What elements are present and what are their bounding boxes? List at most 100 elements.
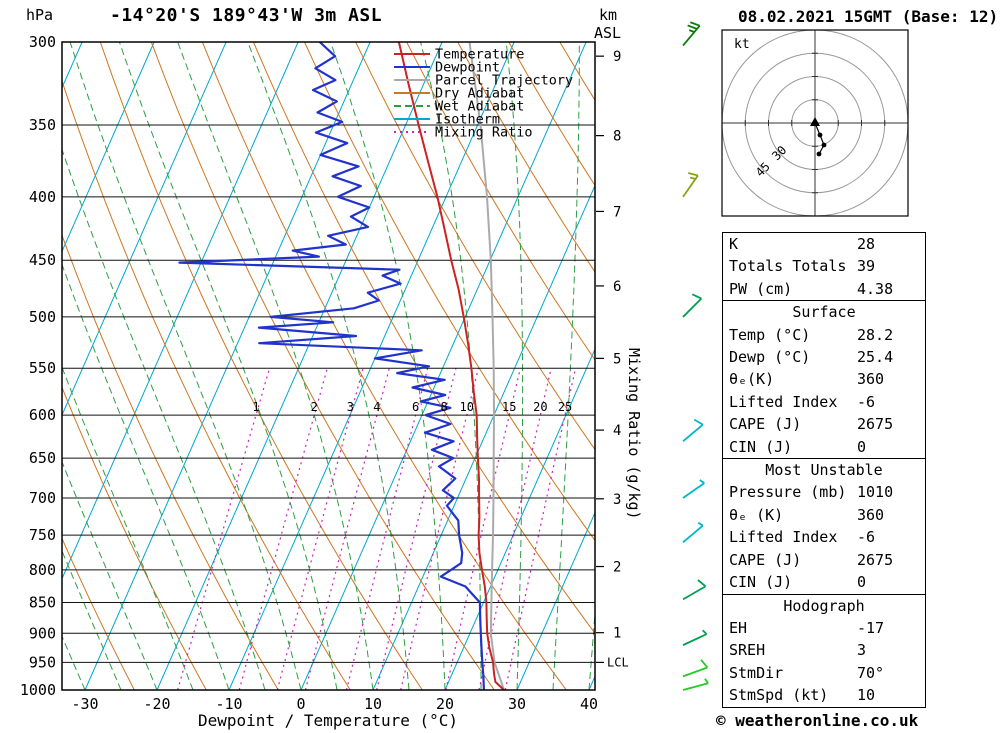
row-value: 70° — [857, 663, 885, 682]
row-value: 360 — [857, 370, 885, 389]
asl-axis-label: ASL — [594, 24, 622, 42]
panel-section-header: Most Unstable — [765, 461, 883, 480]
svg-text:4: 4 — [373, 400, 380, 414]
svg-text:7: 7 — [613, 204, 621, 220]
isotherm-lines — [62, 42, 595, 690]
table-row: StmDir 70° — [723, 662, 925, 684]
svg-text:15: 15 — [502, 400, 516, 414]
svg-text:Dry Adiabat: Dry Adiabat — [435, 86, 524, 102]
svg-text:3: 3 — [347, 400, 354, 414]
svg-text:6: 6 — [412, 400, 419, 414]
pressure-tick-labels: 300 350 400 450 500 550 600 650 700 750 800 850 900 9… — [20, 33, 56, 699]
svg-text:700: 700 — [29, 489, 56, 507]
svg-text:0: 0 — [296, 695, 305, 713]
svg-text:1000: 1000 — [20, 681, 56, 699]
hodograph-unit-label: kt — [734, 37, 750, 52]
svg-text:8: 8 — [613, 129, 621, 145]
row-label: CAPE (J) — [729, 550, 802, 569]
svg-text:-10: -10 — [215, 695, 242, 713]
row-label: EH — [729, 618, 748, 637]
row-label: CIN (J) — [729, 573, 793, 592]
hodograph-trace — [814, 122, 825, 155]
svg-text:800: 800 — [29, 561, 56, 579]
table-row: CAPE (J) 2675 — [723, 413, 925, 435]
svg-text:550: 550 — [29, 359, 56, 377]
svg-text:900: 900 — [29, 624, 56, 642]
mixing-ratio-axis-label: Mixing Ratio (g/kg) — [625, 348, 643, 520]
row-label: CAPE (J) — [729, 415, 802, 434]
svg-text:-30: -30 — [71, 695, 98, 713]
svg-text:2: 2 — [613, 560, 621, 576]
row-label: StmDir — [729, 663, 784, 682]
x-axis-label: Dewpoint / Temperature (°C) — [197, 711, 459, 730]
svg-text:8: 8 — [440, 400, 447, 414]
svg-text:6: 6 — [613, 279, 621, 295]
svg-text:Isotherm: Isotherm — [435, 112, 500, 128]
row-label: θₑ (K) — [729, 505, 784, 524]
row-label: Pressure (mb) — [729, 483, 847, 502]
svg-text:9: 9 — [613, 49, 621, 65]
km-axis-label: km — [599, 6, 618, 24]
row-value: -6 — [857, 392, 876, 411]
svg-text:4: 4 — [613, 423, 621, 439]
panel-section: K 28 Totals Totals 39 PW (cm) 4.38 — [722, 232, 926, 302]
row-label: θₑ(K) — [729, 370, 775, 389]
credit-text: © weatheronline.co.uk — [716, 711, 919, 730]
row-value: 4.38 — [857, 279, 894, 298]
row-value: 0 — [857, 573, 867, 592]
svg-text:600: 600 — [29, 406, 56, 424]
table-row: Dewp (°C) 25.4 — [723, 346, 925, 368]
row-label: Temp (°C) — [729, 325, 811, 344]
svg-text:500: 500 — [29, 308, 56, 326]
table-row: Lifted Index -6 — [723, 391, 925, 413]
svg-text:750: 750 — [29, 526, 56, 544]
svg-text:20: 20 — [533, 400, 547, 414]
temperature-tick-labels: -30 -20 -10 0 10 20 30 40 — [71, 695, 598, 713]
row-label: Dewp (°C) — [729, 348, 811, 367]
row-label: SREH — [729, 641, 766, 660]
panel-section: Surface Temp (°C) 28.2 Dewp (°C) 25.4 θₑ(K) 36… — [722, 300, 926, 460]
row-label: Lifted Index — [729, 528, 838, 547]
svg-text:300: 300 — [29, 33, 56, 51]
svg-text:350: 350 — [29, 116, 56, 134]
panel-section-header: Hodograph — [783, 596, 865, 615]
panel-section: Most Unstable Pressure (mb) 1010 θₑ (K) 360 L… — [722, 458, 926, 595]
row-value: 360 — [857, 505, 885, 524]
svg-text:400: 400 — [29, 188, 56, 206]
sounding-indices-panel: K 28 Totals Totals 39 PW (cm) 4.38 Surface Temp… — [722, 232, 926, 708]
row-label: K — [729, 235, 739, 253]
svg-text:Wet Adiabat: Wet Adiabat — [435, 99, 524, 115]
svg-text:650: 650 — [29, 449, 56, 467]
wind-barbs — [682, 21, 709, 691]
svg-text:450: 450 — [29, 251, 56, 269]
dewpoint-line — [178, 42, 485, 690]
panel-section: Hodograph EH -17 SREH 3 StmDir 70° StmSpd (kt) 1… — [722, 593, 926, 708]
row-value: 0 — [857, 437, 867, 456]
svg-text:10: 10 — [460, 400, 474, 414]
svg-text:5: 5 — [613, 351, 621, 367]
svg-text:Dewpoint: Dewpoint — [435, 60, 500, 76]
svg-text:3: 3 — [613, 492, 621, 508]
row-label: StmSpd (kt) — [729, 686, 829, 705]
profiles — [178, 42, 505, 690]
row-value: 10 — [857, 686, 876, 705]
pressure-unit-label: hPa — [26, 6, 54, 24]
svg-text:850: 850 — [29, 594, 56, 612]
station-title: -14°20'S 189°43'W 3m ASL — [110, 5, 383, 26]
storm-motion-marker — [810, 117, 820, 126]
isobar-lines — [62, 42, 595, 690]
svg-text:25: 25 — [558, 400, 572, 414]
table-row: StmSpd (kt) 10 — [723, 684, 925, 706]
table-row: Temp (°C) 28.2 — [723, 324, 925, 346]
svg-text:Temperature: Temperature — [435, 47, 524, 63]
table-row: Pressure (mb) 1010 — [723, 481, 925, 503]
svg-text:1: 1 — [613, 626, 621, 642]
svg-text:Mixing Ratio: Mixing Ratio — [435, 125, 533, 141]
skewt-background-grid — [62, 42, 595, 690]
table-row: θₑ (K) 360 — [723, 504, 925, 526]
table-row: EH -17 — [723, 617, 925, 639]
table-row: CIN (J) 0 — [723, 436, 925, 458]
table-row: Totals Totals 39 — [723, 255, 925, 277]
